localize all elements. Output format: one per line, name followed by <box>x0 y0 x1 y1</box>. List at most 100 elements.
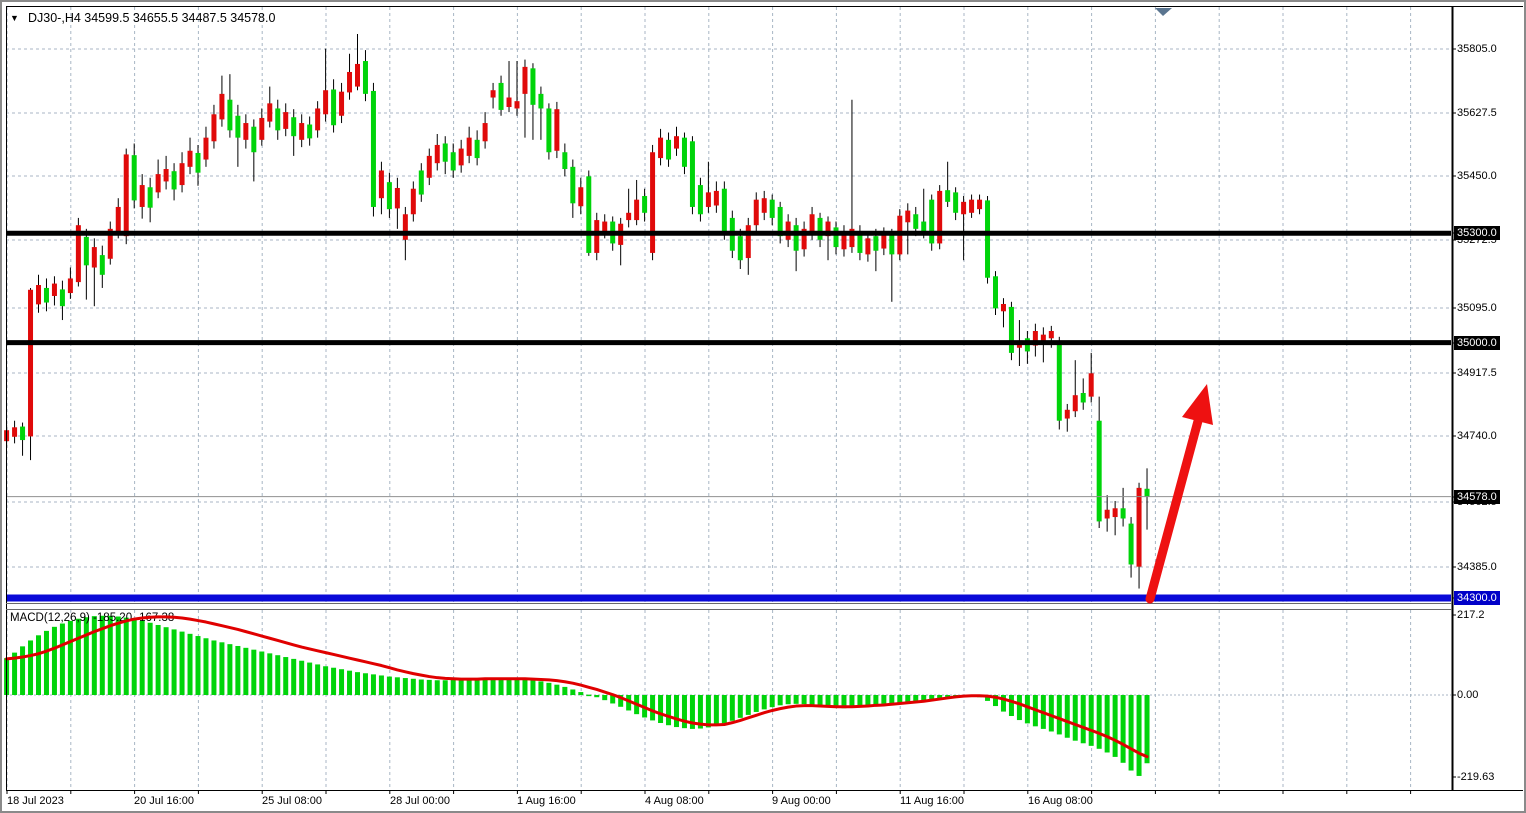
candle-body <box>546 108 552 153</box>
candle-body <box>59 289 65 307</box>
macd-histogram-bar <box>594 695 600 698</box>
frame-layer <box>6 6 1523 794</box>
macd-histogram-bar <box>203 638 209 695</box>
scroll-to-end-marker[interactable] <box>1155 8 1172 16</box>
candle-body <box>873 236 879 251</box>
candle-body <box>953 192 959 213</box>
macd-histogram-bar <box>227 644 233 695</box>
candle-body <box>426 155 432 178</box>
macd-histogram-bar <box>442 680 448 695</box>
candle-body <box>769 199 775 218</box>
macd-histogram-bar <box>378 675 384 695</box>
macd-histogram-bar <box>386 676 392 695</box>
macd-histogram-bar <box>123 617 129 695</box>
macd-histogram-bar <box>1128 695 1134 771</box>
candle-body <box>554 109 560 151</box>
candle-body <box>211 114 217 142</box>
candle-body <box>163 169 169 182</box>
macd-histogram-bar <box>1104 695 1110 753</box>
macd-histogram-bar <box>666 695 672 726</box>
macd-histogram-bar <box>522 679 528 695</box>
candle-body <box>434 144 440 164</box>
macd-histogram-bar <box>418 679 424 695</box>
candle-body <box>291 117 297 137</box>
macd-histogram-bar <box>737 695 743 718</box>
candle-body <box>594 220 600 253</box>
macd-histogram-bar <box>538 681 544 695</box>
macd-histogram-bar <box>187 633 193 695</box>
symbol-collapse-icon[interactable]: ▼ <box>10 13 19 23</box>
macd-histogram-bar <box>913 695 919 703</box>
macd-histogram-bar <box>211 640 217 695</box>
macd-histogram-bar <box>466 679 472 695</box>
candle-body <box>913 214 919 229</box>
macd-histogram-bar <box>1016 695 1022 721</box>
candle-body <box>394 187 400 209</box>
candle-body <box>705 192 711 207</box>
macd-histogram-bar <box>1144 695 1150 764</box>
macd-histogram-bar <box>28 640 34 695</box>
candle-body <box>1088 373 1094 397</box>
candle-body <box>490 90 496 98</box>
macd-histogram-bar <box>370 674 376 695</box>
candle-body <box>347 71 353 93</box>
macd-histogram-bar <box>865 695 871 707</box>
candle-body <box>99 255 105 275</box>
macd-histogram-bar <box>115 616 121 695</box>
macd-histogram-bar <box>578 692 584 695</box>
candle-body <box>801 228 807 250</box>
macd-histogram-bar <box>809 695 815 705</box>
macd-histogram-bar <box>1112 695 1118 757</box>
candle-body <box>825 221 831 237</box>
candle-body <box>1000 303 1006 312</box>
macd-histogram-bar <box>761 695 767 710</box>
candle-body <box>889 234 895 255</box>
trend-arrow-shaft[interactable] <box>1145 416 1203 604</box>
candle-body <box>777 206 783 237</box>
candle-body <box>339 91 345 116</box>
candle-body <box>235 115 241 138</box>
macd-histogram-bar <box>291 658 297 695</box>
candle-body <box>937 190 943 244</box>
candle-body <box>689 141 695 207</box>
candle-body <box>1040 334 1046 345</box>
macd-histogram-bar <box>355 672 360 695</box>
candle-body <box>634 199 640 221</box>
macd-histogram-bar <box>1080 695 1086 744</box>
macd-histogram-bar <box>897 695 903 703</box>
candle-body <box>107 228 113 259</box>
macd-histogram-bar <box>75 618 81 695</box>
macd-histogram-bar <box>434 680 440 695</box>
candle-body <box>1136 487 1142 567</box>
macd-histogram-bar <box>729 695 735 721</box>
candle-body <box>737 236 743 261</box>
candle-body <box>203 137 209 160</box>
candle-body <box>179 163 185 186</box>
candle-body <box>307 124 313 139</box>
candle-body <box>251 126 257 153</box>
candle-body <box>713 190 719 206</box>
candle-body <box>1120 508 1126 519</box>
candle-body <box>386 182 392 210</box>
macd-histogram-bar <box>689 695 695 729</box>
macd-histogram-bar <box>331 667 337 695</box>
candle-body <box>315 108 321 131</box>
macd-histogram-bar <box>785 695 791 705</box>
candle-body <box>1104 509 1110 519</box>
macd-histogram-bar <box>921 695 927 702</box>
candle-body <box>12 427 18 437</box>
candle-body <box>1064 409 1070 419</box>
macd-histogram-bar <box>570 689 576 695</box>
macd-histogram-bar <box>873 695 879 705</box>
macd-histogram-bar <box>347 670 353 695</box>
candle-body <box>1080 393 1086 403</box>
macd-histogram-bar <box>498 678 504 695</box>
candle-body <box>602 221 608 232</box>
candle-body <box>498 82 504 110</box>
macd-histogram-bar <box>681 695 687 729</box>
macd-histogram-bar <box>610 695 616 704</box>
trend-arrow-head[interactable] <box>1182 384 1213 425</box>
candle-body <box>482 123 488 142</box>
macd-histogram-bar <box>841 695 847 709</box>
